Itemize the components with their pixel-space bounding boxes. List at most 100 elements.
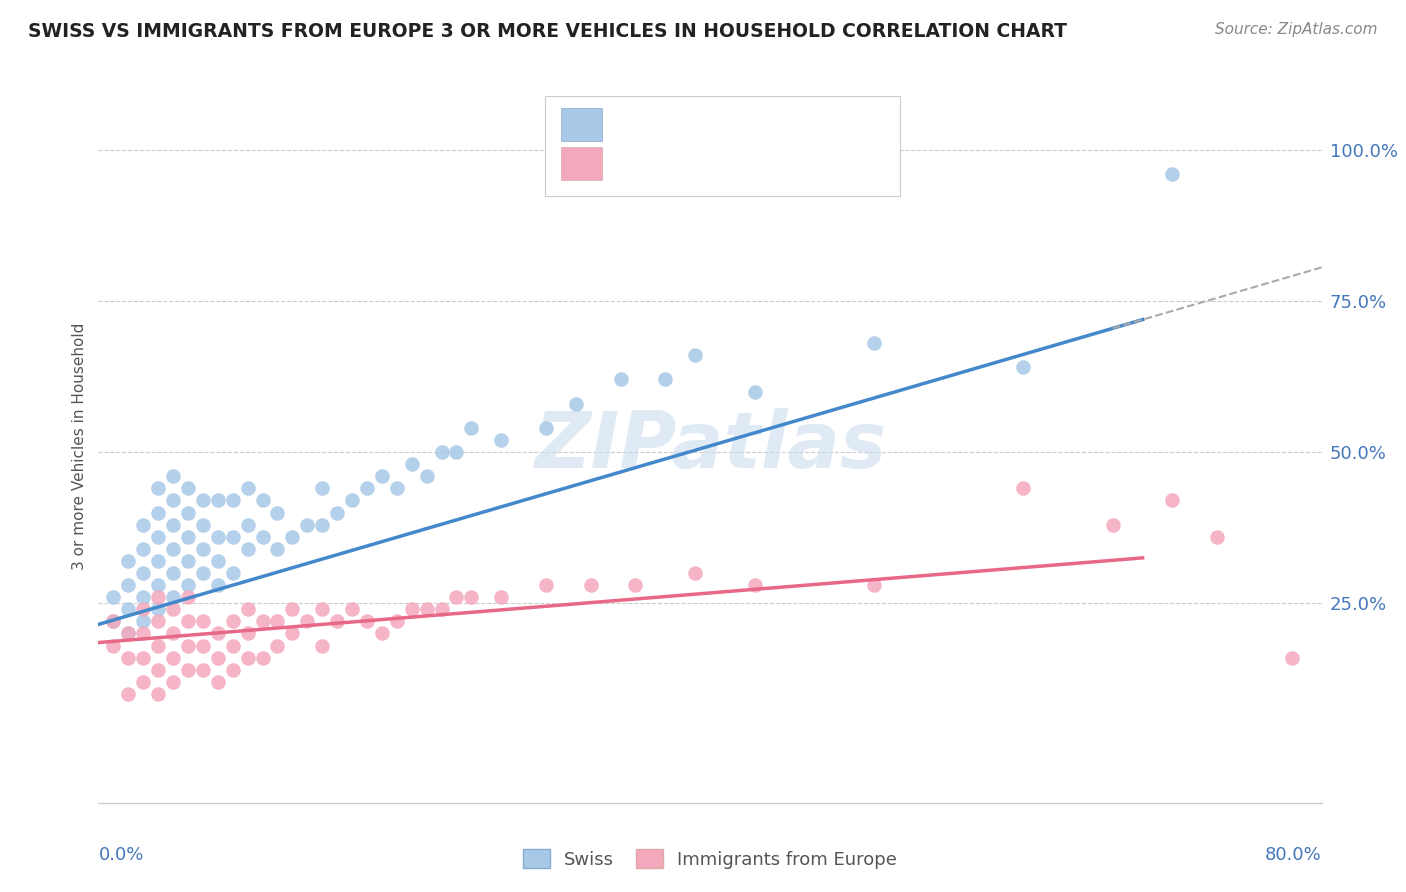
Point <box>236 602 259 616</box>
Point <box>311 481 333 495</box>
Point <box>252 530 274 544</box>
Point <box>221 530 243 544</box>
Point <box>146 506 169 520</box>
Point <box>162 590 184 604</box>
Point <box>103 639 125 653</box>
Point <box>146 687 169 701</box>
Point <box>1012 360 1035 375</box>
Point <box>117 626 139 640</box>
Point <box>565 397 588 411</box>
Point <box>624 578 647 592</box>
Point <box>446 445 468 459</box>
Point <box>266 541 288 556</box>
Point <box>117 687 139 701</box>
Point <box>132 590 155 604</box>
Y-axis label: 3 or more Vehicles in Household: 3 or more Vehicles in Household <box>72 322 87 570</box>
Text: SWISS VS IMMIGRANTS FROM EUROPE 3 OR MORE VEHICLES IN HOUSEHOLD CORRELATION CHAR: SWISS VS IMMIGRANTS FROM EUROPE 3 OR MOR… <box>28 22 1067 41</box>
Point <box>221 663 243 677</box>
Point <box>1161 493 1184 508</box>
Point <box>311 602 333 616</box>
Point <box>132 626 155 640</box>
Point <box>252 615 274 629</box>
Point <box>177 506 200 520</box>
Text: 0.0%: 0.0% <box>98 846 143 863</box>
Point <box>177 578 200 592</box>
FancyBboxPatch shape <box>561 147 602 180</box>
Point <box>415 469 437 483</box>
Point <box>117 602 139 616</box>
Point <box>1161 167 1184 181</box>
Point <box>191 639 214 653</box>
Point <box>191 493 214 508</box>
Point <box>221 615 243 629</box>
Point <box>162 469 184 483</box>
Point <box>177 663 200 677</box>
Point <box>297 615 319 629</box>
Point <box>236 517 259 532</box>
Point <box>460 590 482 604</box>
Point <box>281 626 304 640</box>
Point <box>103 615 125 629</box>
Point <box>146 554 169 568</box>
Text: N =: N = <box>752 153 799 173</box>
Text: 65: 65 <box>808 153 837 173</box>
Point <box>311 639 333 653</box>
Point <box>430 445 453 459</box>
Point <box>356 615 378 629</box>
Point <box>1281 650 1303 665</box>
Point <box>207 530 229 544</box>
Point <box>117 578 139 592</box>
Point <box>132 566 155 580</box>
Point <box>146 530 169 544</box>
Point <box>177 615 200 629</box>
Point <box>146 663 169 677</box>
Point <box>311 517 333 532</box>
Point <box>371 626 394 640</box>
Point <box>863 578 886 592</box>
Point <box>117 554 139 568</box>
Point <box>162 602 184 616</box>
Point <box>162 626 184 640</box>
Point <box>207 626 229 640</box>
Point <box>132 517 155 532</box>
Point <box>340 602 363 616</box>
Point <box>236 541 259 556</box>
Point <box>177 530 200 544</box>
FancyBboxPatch shape <box>561 108 602 141</box>
Point <box>281 530 304 544</box>
Point <box>430 602 453 616</box>
Point <box>446 590 468 604</box>
Point <box>146 481 169 495</box>
Point <box>252 650 274 665</box>
Point <box>326 615 349 629</box>
Point <box>340 493 363 508</box>
Text: 0.500: 0.500 <box>668 112 733 133</box>
Point <box>207 674 229 689</box>
Point <box>863 336 886 351</box>
Point <box>146 615 169 629</box>
Point <box>146 590 169 604</box>
Point <box>266 639 288 653</box>
Point <box>191 517 214 532</box>
Point <box>683 566 706 580</box>
Point <box>177 639 200 653</box>
Point <box>326 506 349 520</box>
Point <box>207 493 229 508</box>
Point <box>207 650 229 665</box>
Point <box>579 578 602 592</box>
Point <box>162 517 184 532</box>
Text: R =: R = <box>612 153 658 173</box>
Point <box>103 615 125 629</box>
Point <box>162 541 184 556</box>
Text: Source: ZipAtlas.com: Source: ZipAtlas.com <box>1215 22 1378 37</box>
Point <box>177 590 200 604</box>
Point <box>221 493 243 508</box>
Point <box>191 566 214 580</box>
Point <box>236 626 259 640</box>
Point <box>236 650 259 665</box>
Point <box>683 348 706 362</box>
Point <box>654 372 676 386</box>
Point <box>489 590 512 604</box>
Point <box>415 602 437 616</box>
Point <box>401 602 423 616</box>
